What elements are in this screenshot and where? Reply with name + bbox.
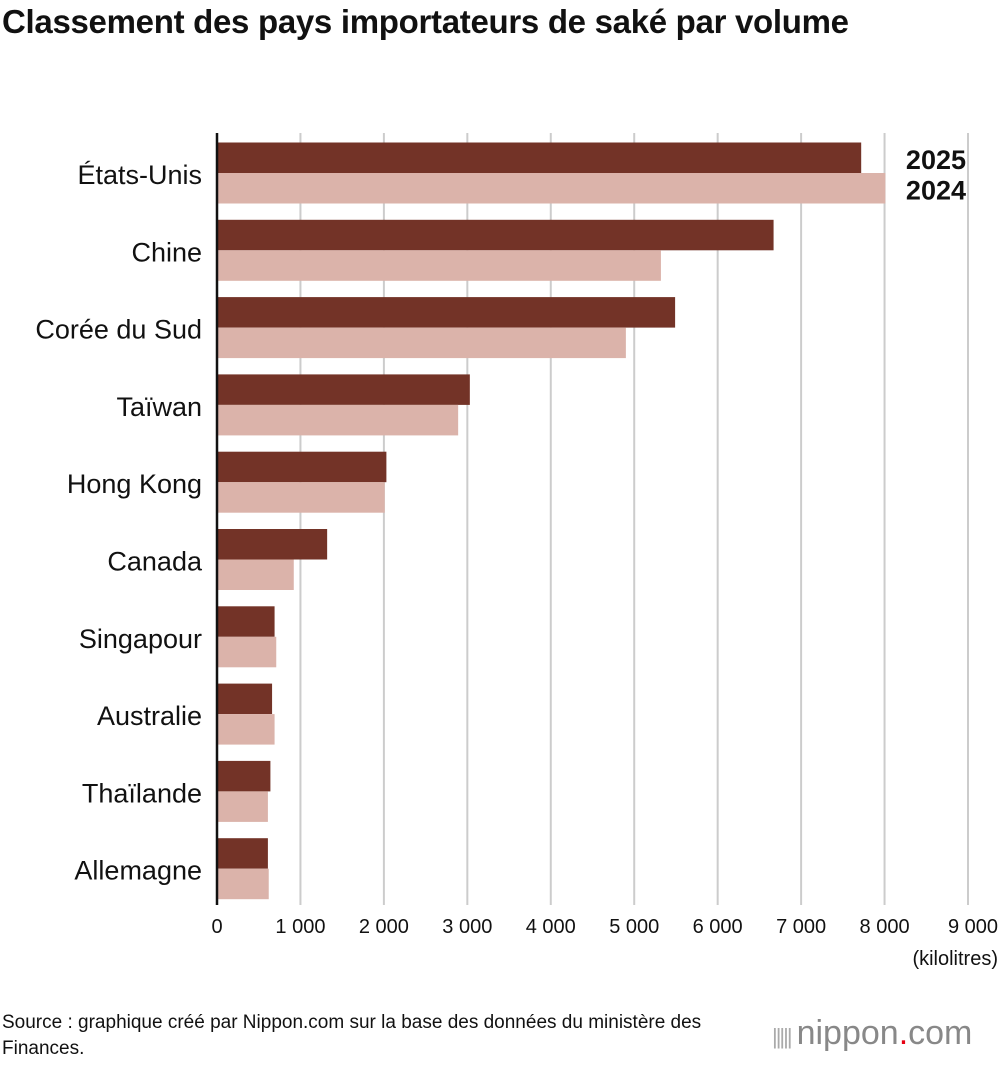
bar-2024 <box>217 482 385 513</box>
x-tick-label: 7 000 <box>776 916 826 938</box>
bar-2025 <box>217 760 271 792</box>
category-label: Chine <box>131 237 202 267</box>
category-label: Hong Kong <box>67 469 202 499</box>
bar-2024 <box>217 791 268 822</box>
bar-2024 <box>217 714 275 745</box>
logo-text-end: com <box>908 1014 973 1052</box>
bar-2025 <box>217 374 470 405</box>
bar-2025 <box>217 297 676 328</box>
chart-title: Classement des pays importateurs de saké… <box>2 3 849 40</box>
bar-2025 <box>217 606 275 637</box>
legend-label-2025: 2025 <box>906 145 966 175</box>
x-tick-label: 6 000 <box>693 916 743 938</box>
bar-2025 <box>217 683 273 715</box>
bar-2025 <box>217 142 862 173</box>
x-tick-label: 5 000 <box>609 916 659 938</box>
bar-2025 <box>217 838 268 869</box>
x-tick-label: 4 000 <box>526 916 576 938</box>
x-tick-label: 3 000 <box>442 916 492 938</box>
category-label: Canada <box>107 547 203 577</box>
bar-2025 <box>217 451 387 483</box>
bar-2025 <box>217 529 328 560</box>
bar-2024 <box>217 327 626 359</box>
logo-dot: . <box>898 1014 909 1052</box>
bar-2024 <box>217 250 661 281</box>
x-axis-unit-label: (kilolitres) <box>912 948 998 970</box>
category-label: Singapour <box>79 624 202 654</box>
x-tick-label: 8 000 <box>860 916 910 938</box>
bar-chart: États-Unis Chine Corée du Sud Taïwan Hong Ko… <box>35 133 998 970</box>
category-label: Thaïlande <box>82 778 202 808</box>
x-tick-label: 2 000 <box>359 916 409 938</box>
x-tick-label: 0 <box>211 916 222 938</box>
category-label: Corée du Sud <box>35 315 202 345</box>
bar-2024 <box>217 404 459 436</box>
nippon-logo: ||||| nippon.com <box>772 1014 972 1053</box>
logo-text: nippon <box>796 1014 899 1052</box>
source-note: Source : graphique créé par Nippon.com s… <box>2 1012 702 1059</box>
x-tick-label: 9 000 <box>948 916 998 938</box>
category-label: Australie <box>97 701 202 731</box>
category-label: Allemagne <box>74 856 202 886</box>
bar-2024 <box>217 636 277 668</box>
category-label: États-Unis <box>77 160 202 190</box>
bar-2024 <box>217 868 269 900</box>
bar-2024 <box>217 559 294 590</box>
x-tick-label: 1 000 <box>275 916 325 938</box>
bar-2025 <box>217 219 774 251</box>
logo-bars-icon: ||||| <box>772 1024 793 1049</box>
legend-label-2024: 2024 <box>906 176 966 206</box>
category-label: Taïwan <box>116 392 202 422</box>
bar-2024 <box>217 173 886 204</box>
